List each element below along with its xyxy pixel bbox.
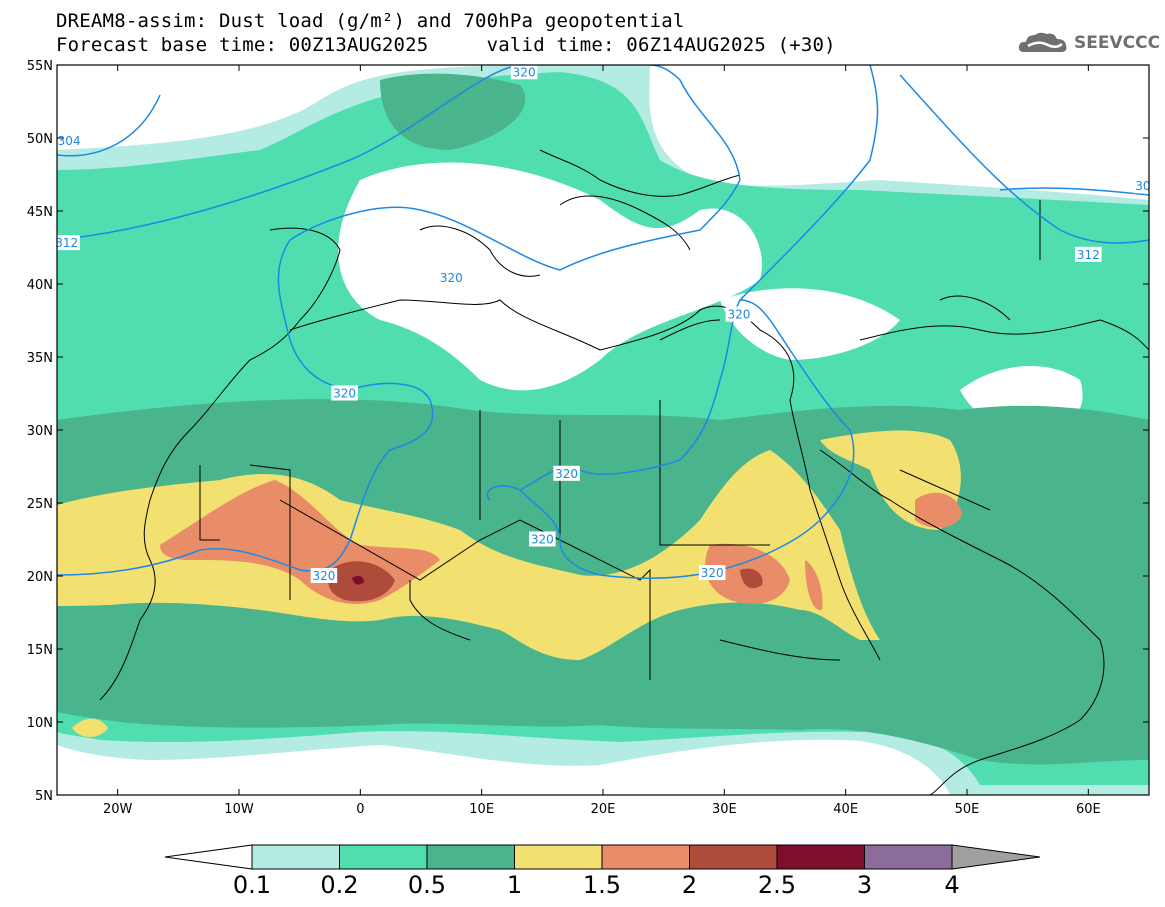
lat-label: 35N <box>27 351 53 366</box>
isoline-label: 320 <box>312 569 335 583</box>
isoline-labels: 304 312 320 320 320 320 320 320 320 320 312 30 <box>53 64 1153 583</box>
colorbar-label: 0.2 <box>320 871 358 899</box>
isoline-label-bg <box>1075 246 1102 262</box>
lat-label: 40N <box>27 278 53 293</box>
brand-logo: SEEVCCC <box>1018 30 1160 56</box>
isoline-label: 312 <box>1077 248 1100 262</box>
isoline-label: 320 <box>727 308 750 322</box>
lat-label: 25N <box>27 497 53 512</box>
colorbar-swatch <box>864 844 953 870</box>
isoline-label-bg <box>698 565 726 581</box>
colorbar-swatch <box>601 844 690 870</box>
isoline-label: 320 <box>333 387 356 401</box>
lon-label: 0 <box>356 802 364 817</box>
brand-name: SEEVCCC <box>1074 33 1161 53</box>
isoline-label: 320 <box>701 566 724 580</box>
isoline-label: 320 <box>555 467 578 481</box>
colorbar-label: 1.5 <box>583 871 621 899</box>
colorbar-swatch <box>689 844 778 870</box>
isoline-label-bg <box>310 568 338 583</box>
isoline-label: 320 <box>531 533 554 547</box>
lat-label: 5N <box>35 789 53 804</box>
geopotential-isolines <box>57 65 1149 580</box>
lat-label: 50N <box>27 132 53 147</box>
lon-label: 50E <box>955 802 980 817</box>
lon-label: 20E <box>591 802 616 817</box>
dust-field <box>57 65 1149 795</box>
isoline-label-bg <box>53 235 80 251</box>
lat-label: 45N <box>27 205 53 220</box>
cloud-logo-icon <box>1018 32 1067 52</box>
isoline-label: 320 <box>440 271 463 285</box>
colorbar-label: 1 <box>507 871 522 899</box>
map-axes: 55N 50N 45N 40N 35N 30N 25N 20N 15N 10N 5N 20W 10W 0 1… <box>27 59 1150 817</box>
isoline-label: 312 <box>55 236 78 250</box>
colorbar-label: 2 <box>682 871 697 899</box>
colorbar-label: 2.5 <box>758 871 796 899</box>
isoline-label-bg <box>331 385 358 401</box>
colorbar-over-arrow <box>951 844 1041 870</box>
isoline-label: 304 <box>58 134 81 148</box>
colorbar-swatch <box>339 844 428 870</box>
lat-label: 10N <box>27 716 53 731</box>
lat-label: 55N <box>27 59 53 74</box>
colorbar-swatch <box>776 844 865 870</box>
isoline-label-bg <box>510 64 538 80</box>
isoline-label-bg <box>553 465 580 481</box>
lon-label: 30E <box>712 802 737 817</box>
lon-label: 10E <box>469 802 494 817</box>
colorbar-under-arrow <box>164 844 253 870</box>
isoline-label-bg <box>725 306 753 322</box>
isoline-label-bg <box>529 531 556 547</box>
isoline-label-bg <box>438 270 465 286</box>
colorbar-label: 3 <box>857 871 872 899</box>
map-title: DREAM8-assim: Dust load (g/m²) and 700hP… <box>56 10 685 32</box>
lat-label: 20N <box>27 570 53 585</box>
isoline-label: 30 <box>1135 179 1150 193</box>
forecast-times: Forecast base time: 00Z13AUG2025 valid t… <box>56 34 836 56</box>
colorbar-swatch <box>514 844 603 870</box>
colorbar-swatch <box>426 844 515 870</box>
isoline-label-bg <box>1133 178 1153 194</box>
lon-label: 40E <box>833 802 858 817</box>
lat-label: 15N <box>27 643 53 658</box>
colorbar-legend: 0.1 0.2 0.5 1 1.5 2 2.5 3 4 <box>164 844 1041 899</box>
lon-label: 10W <box>224 802 254 817</box>
lon-label: 20W <box>103 802 133 817</box>
lat-label: 30N <box>27 424 53 439</box>
isoline-label: 320 <box>513 65 536 79</box>
colorbar-label: 0.1 <box>233 871 271 899</box>
lon-label: 60E <box>1076 802 1101 817</box>
colorbar-swatch <box>251 844 340 870</box>
colorbar-label: 0.5 <box>408 871 446 899</box>
colorbar-label: 4 <box>944 871 959 899</box>
isoline-label-bg <box>55 132 83 148</box>
